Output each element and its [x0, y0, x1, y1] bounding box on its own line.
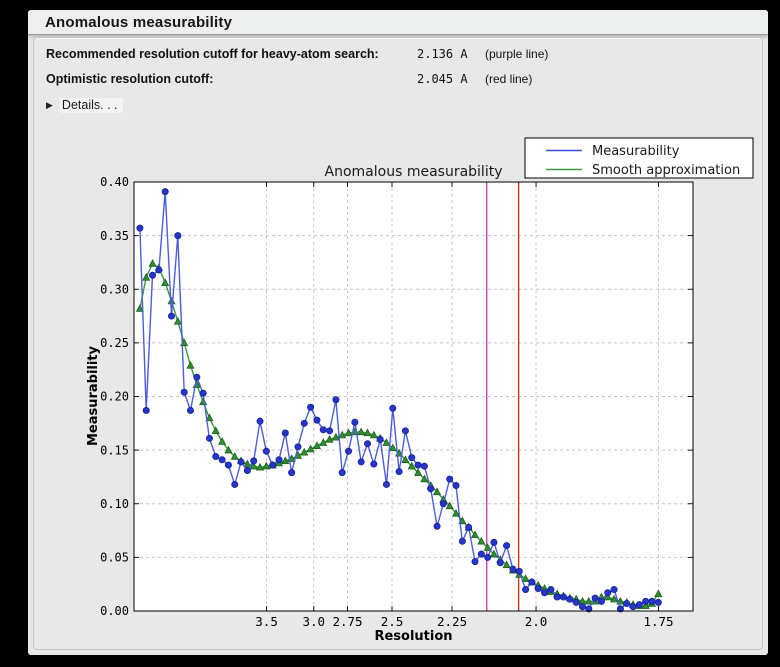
disclosure-triangle-icon: ▶ [46, 100, 53, 110]
optimistic-cutoff-label: Optimistic resolution cutoff: [46, 72, 214, 86]
optimistic-cutoff-row: Optimistic resolution cutoff: 2.045 A (r… [0, 72, 780, 88]
recommended-cutoff-note: (purple line) [485, 47, 549, 61]
details-label: Details. . . [59, 97, 123, 113]
window-header: Anomalous measurability [28, 10, 768, 35]
recommended-cutoff-label: Recommended resolution cutoff for heavy-… [46, 47, 379, 61]
app-window: Anomalous measurability [28, 10, 768, 655]
details-toggle[interactable]: ▶ Details. . . [46, 97, 123, 113]
content-panel [33, 37, 763, 650]
optimistic-cutoff-value: 2.045 A [417, 72, 468, 86]
recommended-cutoff-value: 2.136 A [417, 47, 468, 61]
recommended-cutoff-row: Recommended resolution cutoff for heavy-… [0, 47, 780, 63]
optimistic-cutoff-note: (red line) [485, 72, 533, 86]
window-title: Anomalous measurability [45, 14, 233, 31]
